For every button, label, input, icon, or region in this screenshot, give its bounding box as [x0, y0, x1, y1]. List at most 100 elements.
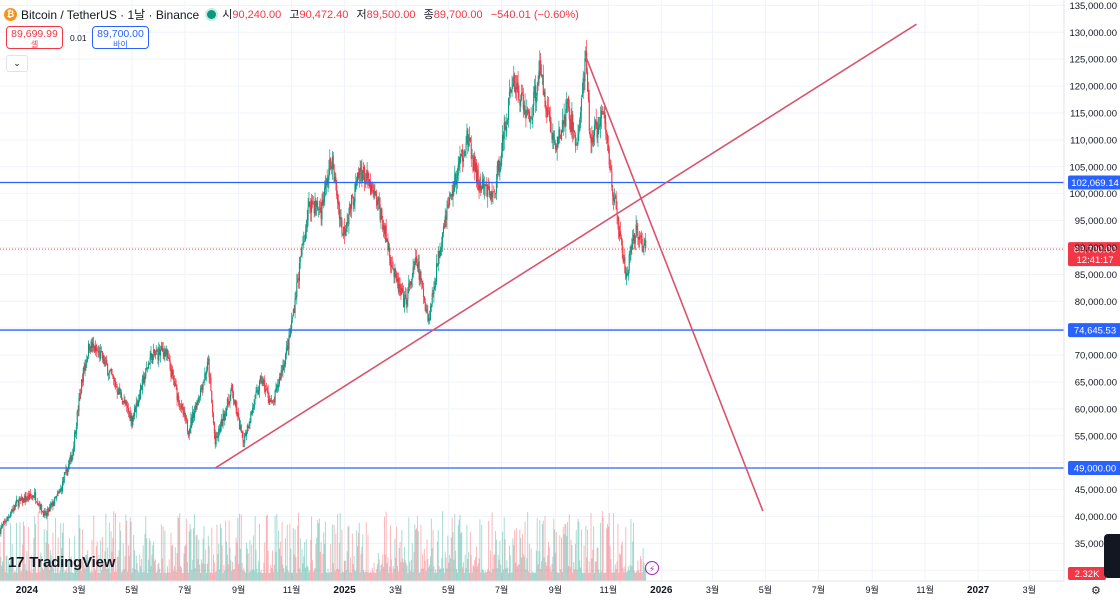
candle-body[interactable] [479, 182, 481, 190]
candle-body[interactable] [114, 378, 116, 382]
candle-body[interactable] [211, 390, 213, 403]
candle-body[interactable] [460, 153, 462, 159]
candle-body[interactable] [381, 208, 383, 218]
candle-body[interactable] [79, 393, 81, 399]
candle-body[interactable] [146, 367, 149, 369]
candle-body[interactable] [94, 345, 97, 352]
candle-body[interactable] [98, 351, 100, 353]
candle-body[interactable] [8, 516, 10, 518]
candle-body[interactable] [246, 425, 248, 433]
candle-body[interactable] [626, 273, 629, 275]
candle-body[interactable] [619, 231, 622, 236]
trend-lines[interactable] [214, 23, 917, 512]
candle-body[interactable] [52, 501, 54, 507]
candle-body[interactable] [638, 237, 640, 240]
candle-body[interactable] [561, 120, 563, 133]
candle-body[interactable] [73, 446, 75, 451]
candle-body[interactable] [404, 295, 406, 297]
candle-body[interactable] [418, 261, 420, 281]
candle-body[interactable] [553, 134, 555, 142]
candle-body[interactable] [254, 395, 256, 400]
candle-body[interactable] [374, 191, 376, 196]
candle-body[interactable] [123, 399, 125, 403]
candle-body[interactable] [32, 495, 34, 498]
candle-body[interactable] [191, 417, 193, 423]
candle-body[interactable] [66, 469, 68, 476]
candle-body[interactable] [518, 91, 520, 99]
candle-body[interactable] [444, 215, 446, 228]
candle-body[interactable] [431, 293, 433, 305]
candle-body[interactable] [54, 496, 57, 498]
candle-body[interactable] [472, 158, 474, 171]
candle-body[interactable] [145, 368, 147, 377]
candle-body[interactable] [104, 361, 106, 364]
candle-body[interactable] [375, 191, 377, 196]
candle-body[interactable] [102, 355, 104, 360]
candle-body[interactable] [455, 173, 457, 185]
candle-body[interactable] [641, 238, 643, 252]
candle-body[interactable] [155, 351, 157, 355]
candle-body[interactable] [222, 413, 224, 426]
candle-body[interactable] [212, 413, 215, 424]
candle-body[interactable] [236, 407, 238, 417]
candle-body[interactable] [564, 116, 566, 126]
candle-body[interactable] [178, 396, 180, 405]
candle-body[interactable] [413, 266, 415, 268]
candle-body[interactable] [618, 220, 620, 238]
candle-body[interactable] [533, 91, 535, 106]
candle-body[interactable] [41, 504, 43, 512]
candle-body[interactable] [376, 200, 379, 205]
candle-body[interactable] [100, 351, 102, 359]
candle-body[interactable] [552, 133, 554, 141]
candle-body[interactable] [645, 240, 647, 249]
candle-body[interactable] [44, 510, 46, 513]
candle-body[interactable] [615, 195, 617, 210]
candle-body[interactable] [529, 117, 531, 124]
candle-body[interactable] [195, 405, 197, 410]
candle-body[interactable] [139, 394, 141, 398]
candle-body[interactable] [148, 363, 150, 365]
candle-body[interactable] [141, 378, 143, 391]
candle-body[interactable] [126, 401, 128, 406]
candle-body[interactable] [177, 395, 179, 401]
candle-body[interactable] [494, 191, 496, 193]
candle-body[interactable] [306, 218, 308, 229]
candle-body[interactable] [506, 119, 508, 125]
candle-body[interactable] [61, 481, 64, 492]
candle-body[interactable] [238, 413, 240, 418]
candle-body[interactable] [264, 380, 266, 392]
candle-body[interactable] [3, 520, 5, 522]
candle-body[interactable] [586, 71, 589, 92]
candle-body[interactable] [435, 263, 438, 282]
candle-body[interactable] [389, 247, 391, 258]
candle-body[interactable] [277, 385, 279, 388]
candle-body[interactable] [160, 349, 162, 356]
candle-body[interactable] [74, 432, 76, 447]
candle-body[interactable] [447, 204, 449, 208]
candle-body[interactable] [434, 286, 436, 288]
candle-body[interactable] [47, 508, 49, 513]
candle-body[interactable] [633, 233, 635, 243]
candle-body[interactable] [319, 207, 321, 209]
candle-body[interactable] [284, 354, 287, 365]
candle-body[interactable] [383, 225, 385, 230]
candle-body[interactable] [84, 364, 86, 371]
candle-body[interactable] [581, 93, 583, 98]
candle-body[interactable] [142, 376, 144, 379]
candle-body[interactable] [163, 352, 165, 357]
candle-body[interactable] [332, 155, 334, 166]
candle-body[interactable] [166, 350, 168, 355]
candle-body[interactable] [639, 236, 642, 237]
candle-body[interactable] [174, 383, 176, 386]
candle-body[interactable] [25, 495, 27, 501]
candle-body[interactable] [199, 396, 201, 398]
candle-body[interactable] [183, 411, 185, 414]
candle-body[interactable] [363, 166, 365, 174]
candle-body[interactable] [409, 281, 412, 286]
candle-body[interactable] [436, 264, 438, 266]
candle-body[interactable] [239, 425, 241, 429]
candle-body[interactable] [334, 176, 336, 182]
candle-body[interactable] [574, 134, 576, 146]
candle-body[interactable] [86, 358, 88, 364]
candle-body[interactable] [351, 194, 353, 196]
